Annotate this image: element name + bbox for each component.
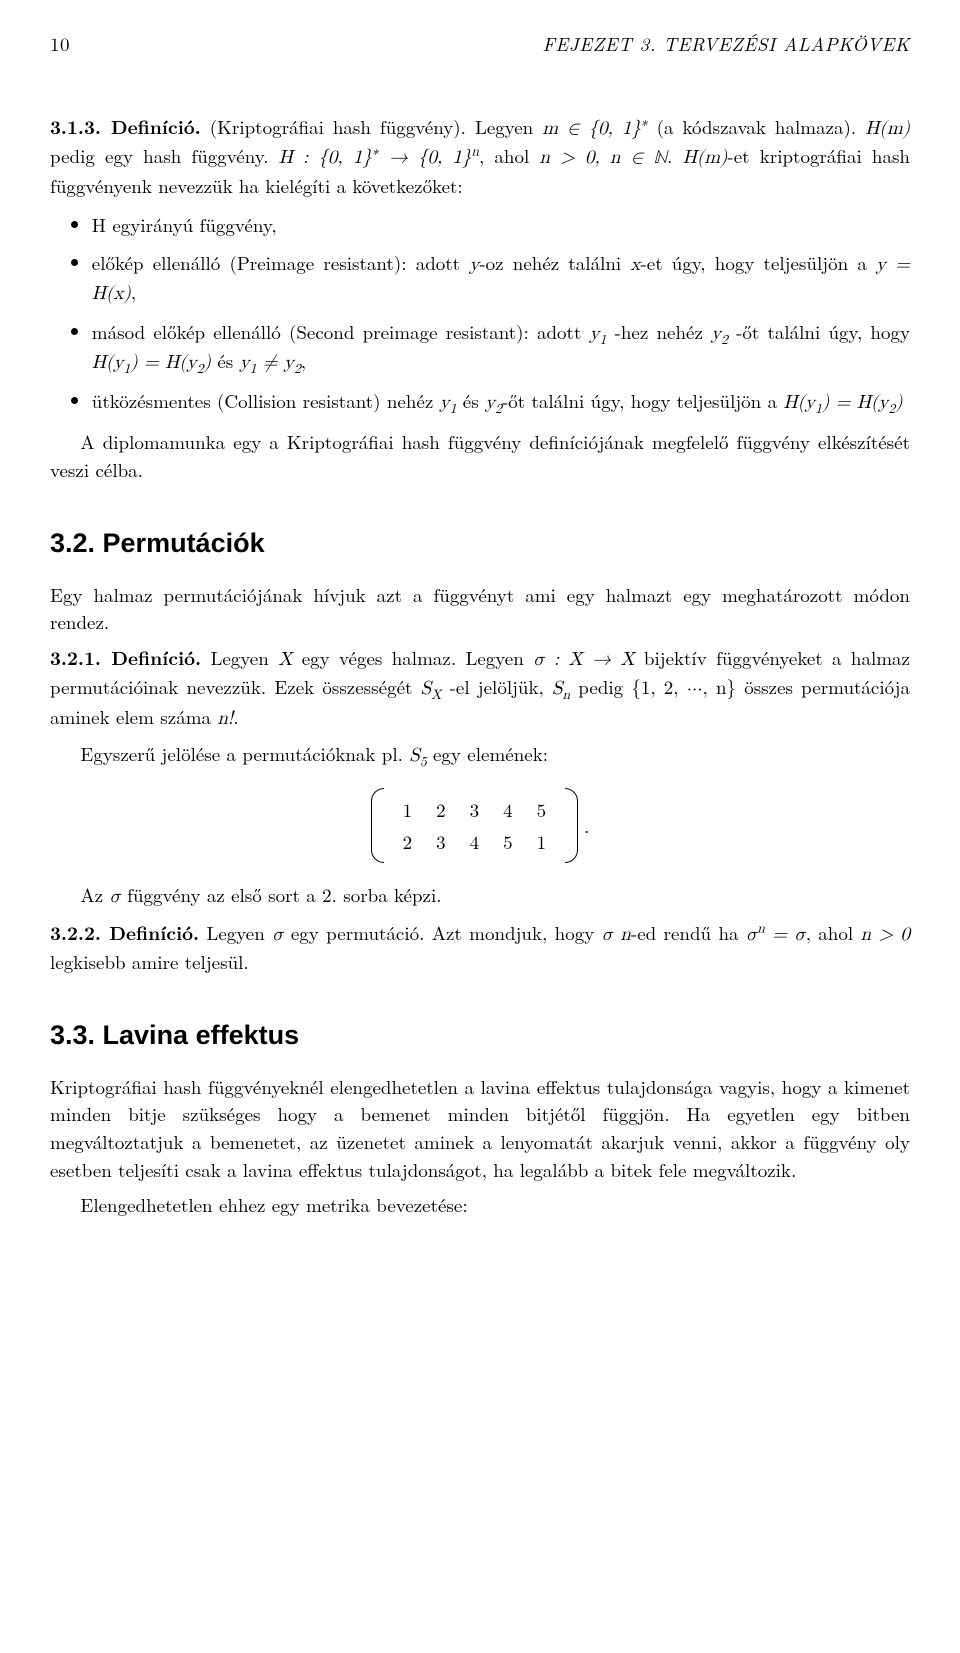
math: m ∈ {0, 1}∗	[542, 119, 647, 138]
text: ütközésmentes (Collision resistant) nehé…	[92, 387, 440, 414]
text: Az	[80, 881, 109, 908]
text: -hez nehéz	[606, 318, 711, 345]
paragraph: Elengedhetetlen ehhez egy metrika beveze…	[50, 1191, 910, 1219]
math: n!	[217, 709, 233, 728]
math: σ n	[602, 925, 631, 944]
math: x	[630, 255, 640, 274]
matrix-row: 2 3 4 5 1	[391, 826, 559, 858]
matrix-table: 1 2 3 4 5 2 3 4 5 1	[391, 794, 559, 857]
math: y	[469, 255, 479, 274]
matrix-cell: 4	[458, 826, 492, 858]
text: (a kódszavak halmaza).	[648, 113, 866, 140]
text: pedig egy hash függvény.	[50, 142, 279, 169]
text: Legyen	[199, 919, 272, 946]
text: egy elemének:	[427, 740, 548, 767]
text: -el jelöljük,	[441, 673, 552, 700]
text: előkép ellenálló (Preimage resistant): a…	[92, 249, 469, 276]
text: Legyen	[201, 644, 278, 671]
text: és	[211, 347, 240, 374]
math: σ : X → X	[533, 650, 634, 669]
math: σ	[109, 887, 120, 906]
definition-label: 3.1.3. Definíció.	[50, 112, 201, 140]
math: y1	[590, 324, 607, 343]
matrix-cell: 4	[491, 794, 525, 826]
matrix-cell: 2	[391, 826, 425, 858]
math: H : {0, 1}∗ → {0, 1}n	[279, 148, 479, 167]
text: .	[584, 812, 589, 840]
text: -ed rendű ha	[631, 919, 746, 946]
text: legkisebb amire teljesül.	[50, 948, 249, 975]
definition-label: 3.2.2. Definíció.	[50, 918, 199, 946]
paragraph: Egy halmaz permutációjának hívjuk azt a …	[50, 581, 910, 636]
paragraph: Kriptográfiai hash függvényeknél elenged…	[50, 1073, 910, 1183]
running-title: FEJEZET 3. TERVEZÉSI ALAPKÖVEK	[542, 30, 910, 58]
matrix-cell: 1	[391, 794, 425, 826]
pmatrix: 1 2 3 4 5 2 3 4 5 1	[371, 788, 579, 863]
definition-322: 3.2.2. Definíció. Legyen σ egy permutáci…	[50, 919, 910, 976]
text: -et úgy, hogy teljesüljön a	[640, 249, 876, 276]
definition-title: (Kriptográfiai hash függvény).	[210, 113, 466, 140]
math: H(m)	[865, 119, 910, 138]
text: .	[667, 142, 682, 169]
matrix-cell: 5	[491, 826, 525, 858]
math: X	[278, 650, 292, 669]
permutation-matrix: 1 2 3 4 5 2 3 4 5 1 .	[50, 788, 910, 863]
text: ,	[131, 278, 136, 305]
math: H(y1) = H(y2)	[92, 353, 211, 372]
text: , ahol	[479, 142, 539, 169]
definition-313: 3.1.3. Definíció. (Kriptográfiai hash fü…	[50, 113, 910, 200]
matrix-cell: 5	[525, 794, 559, 826]
bullet-item: H egyirányú függvény,	[92, 211, 910, 239]
text: -oz nehéz találni	[479, 249, 630, 276]
math: H(y1) = H(y2)	[783, 393, 902, 412]
text: -őt találni úgy, hogy	[728, 318, 910, 345]
math: y1 ≠ y2	[240, 353, 301, 372]
running-head: 10 FEJEZET 3. TERVEZÉSI ALAPKÖVEK	[50, 30, 910, 58]
paragraph: Az σ függvény az első sort a 2. sorba ké…	[50, 881, 910, 911]
bullet-item: ütközésmentes (Collision resistant) nehé…	[92, 387, 910, 417]
matrix-row: 1 2 3 4 5	[391, 794, 559, 826]
paragraph: Egyszerű jelölése a permutációknak pl. S…	[50, 740, 910, 770]
paragraph: A diplomamunka egy a Kriptográfiai hash …	[50, 428, 910, 483]
math: H(m)	[683, 148, 728, 167]
text: ,	[301, 347, 306, 374]
math: y2	[485, 393, 502, 412]
math: S5	[409, 746, 426, 765]
text: Legyen	[475, 113, 542, 140]
text: és	[456, 387, 485, 414]
definition-321: 3.2.1. Definíció. Legyen X egy véges hal…	[50, 644, 910, 733]
matrix-cell: 2	[424, 794, 458, 826]
text: egy véges halmaz. Legyen	[292, 644, 533, 671]
math: σ	[272, 925, 283, 944]
matrix-cell: 3	[458, 794, 492, 826]
bullet-item: másod előkép ellenálló (Second preimage …	[92, 318, 910, 377]
math: {1, 2, ···, n}	[631, 679, 736, 698]
text: pedig	[570, 673, 631, 700]
matrix-cell: 3	[424, 826, 458, 858]
matrix-cell: 1	[525, 826, 559, 858]
text: függvény az első sort a 2. sorba képzi.	[121, 881, 442, 908]
text: .	[233, 703, 238, 730]
text: egy permutáció. Azt mondjuk, hogy	[284, 919, 602, 946]
section-heading-33: 3.3. Lavina effektus	[50, 1016, 910, 1055]
math: y1	[440, 393, 457, 412]
text: másod előkép ellenálló (Second preimage …	[92, 318, 590, 345]
math: σn = σ	[746, 925, 806, 944]
math: SX	[421, 679, 442, 698]
text: -őt találni úgy, hogy teljesüljön a	[502, 387, 783, 414]
page-number: 10	[50, 30, 70, 58]
text: , ahol	[806, 919, 861, 946]
bullet-item: előkép ellenálló (Preimage resistant): a…	[92, 249, 910, 308]
math: Sn	[552, 679, 570, 698]
section-heading-32: 3.2. Permutációk	[50, 524, 910, 563]
text: Egyszerű jelölése a permutációknak pl.	[80, 740, 409, 767]
definition-label: 3.2.1. Definíció.	[50, 643, 201, 671]
definition-bullets: H egyirányú függvény, előkép ellenálló (…	[92, 211, 910, 416]
math: y2	[711, 324, 728, 343]
math: n > 0, n ∈ ℕ	[539, 148, 667, 167]
